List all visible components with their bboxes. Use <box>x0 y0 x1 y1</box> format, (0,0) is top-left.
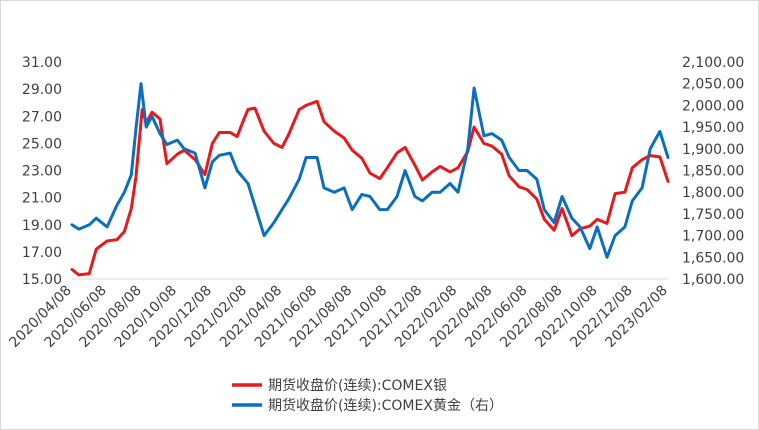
right-y-tick-label: 1,800.00 <box>682 185 744 201</box>
right-y-tick-label: 1,700.00 <box>682 229 744 245</box>
right-y-tick-label: 1,900.00 <box>682 142 744 158</box>
left-y-tick-label: 27.00 <box>22 109 62 125</box>
right-y-tick-label: 1,750.00 <box>682 207 744 223</box>
left-y-tick-label: 25.00 <box>22 136 62 152</box>
right-y-tick-label: 2,000.00 <box>682 98 744 114</box>
plot-lines <box>70 82 670 277</box>
left-y-tick-label: 29.00 <box>22 82 62 98</box>
right-y-tick-label: 1,650.00 <box>682 250 744 266</box>
left-y-tick-label: 21.00 <box>22 191 62 207</box>
left-y-axis-tick-labels: 15.00 17.00 19.00 21.00 23.00 25.00 27.00 29.00… <box>22 55 62 288</box>
right-y-tick-label: 2,100.00 <box>682 55 744 71</box>
right-y-tick-label: 1,950.00 <box>682 120 744 136</box>
right-y-tick-label: 1,600.00 <box>682 272 744 288</box>
legend-label-gold: 期货收盘价(连续):COMEX黄金（右） <box>268 397 503 414</box>
legend: 期货收盘价(连续):COMEX银 期货收盘价(连续):COMEX黄金（右） <box>232 377 503 414</box>
right-y-tick-label: 2,050.00 <box>682 77 744 93</box>
left-y-tick-label: 15.00 <box>22 272 62 288</box>
legend-label-silver: 期货收盘价(连续):COMEX银 <box>268 377 447 394</box>
left-y-tick-label: 23.00 <box>22 164 62 180</box>
series-line-silver <box>70 99 670 277</box>
series-line-gold <box>70 82 670 259</box>
left-y-tick-label: 17.00 <box>22 245 62 261</box>
right-y-axis-tick-labels: 1,600.00 1,650.00 1,700.00 1,750.00 1,800.00… <box>682 55 744 288</box>
right-y-tick-label: 1,850.00 <box>682 164 744 180</box>
left-y-tick-label: 19.00 <box>22 218 62 234</box>
left-y-tick-label: 31.00 <box>22 55 62 71</box>
